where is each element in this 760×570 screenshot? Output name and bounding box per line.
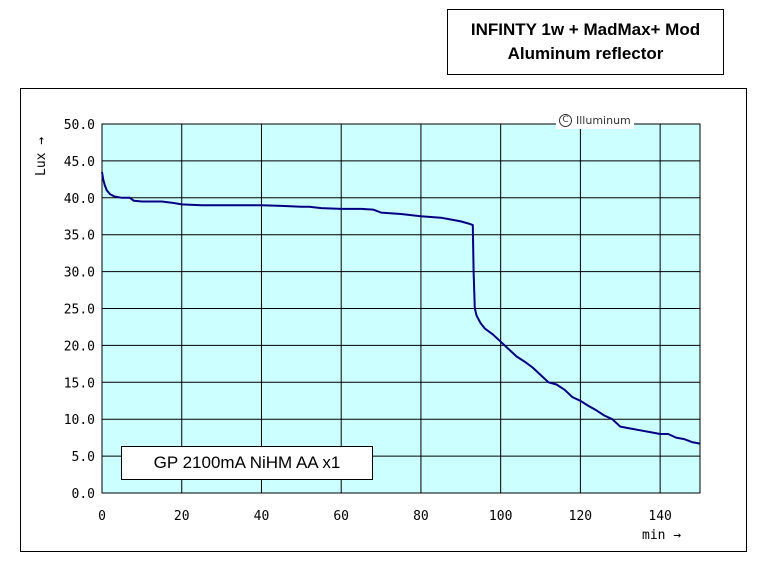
- y-tick-label: 15.0: [64, 376, 95, 391]
- y-tick-label: 45.0: [64, 155, 95, 170]
- x-tick-label: 60: [333, 509, 349, 524]
- y-tick-label: 30.0: [64, 266, 95, 281]
- chart-title-line-2: Aluminum reflector: [507, 44, 664, 63]
- watermark: C Illuminum: [556, 111, 634, 129]
- x-tick-label: 120: [569, 509, 592, 524]
- x-tick-label: 40: [254, 509, 270, 524]
- x-tick-label: 0: [98, 509, 106, 524]
- watermark-text: Illuminum: [576, 113, 631, 127]
- x-tick-label: 80: [413, 509, 429, 524]
- y-tick-label: 0.0: [72, 487, 95, 502]
- x-tick-label: 100: [489, 509, 512, 524]
- y-tick-label: 20.0: [64, 339, 95, 354]
- copyright-icon: C: [559, 113, 572, 127]
- x-tick-label: 140: [648, 509, 671, 524]
- y-tick-label: 40.0: [64, 192, 95, 207]
- y-tick-label: 10.0: [64, 413, 95, 428]
- y-axis-label: Lux →: [34, 137, 49, 176]
- y-tick-label: 5.0: [72, 450, 95, 465]
- y-tick-label: 25.0: [64, 303, 95, 318]
- x-axis-label: min →: [642, 528, 681, 543]
- x-tick-label: 20: [174, 509, 190, 524]
- chart-title-line-1: INFINTY 1w + MadMax+ Mod: [470, 20, 701, 39]
- chart-title-box: INFINTY 1w + MadMax+ Mod Aluminum reflec…: [447, 9, 724, 75]
- y-tick-label: 35.0: [64, 229, 95, 244]
- legend-label: GP 2100mA NiHM AA x1: [153, 453, 341, 472]
- y-tick-label: 50.0: [64, 118, 95, 133]
- series-line: [101, 171, 701, 445]
- legend-box: GP 2100mA NiHM AA x1: [121, 446, 373, 480]
